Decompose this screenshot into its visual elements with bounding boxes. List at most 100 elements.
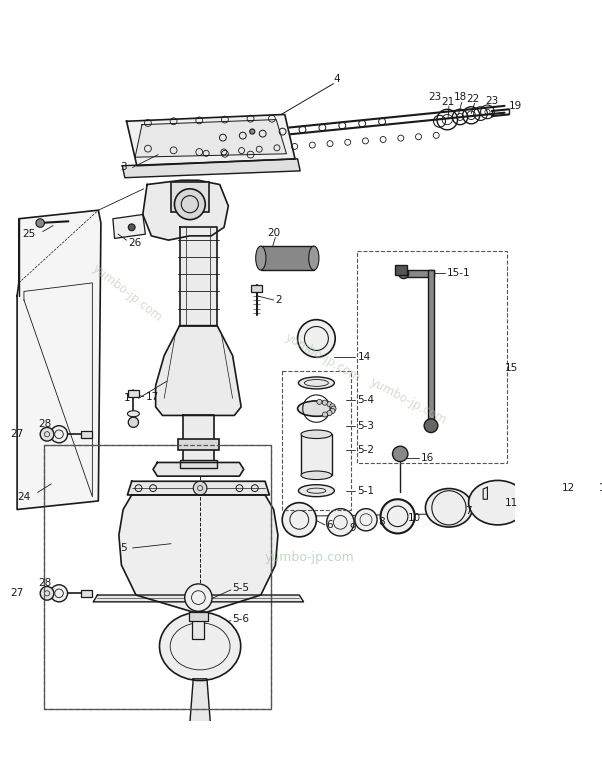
Circle shape (36, 219, 45, 228)
Bar (402, 270, 435, 277)
Circle shape (297, 319, 335, 357)
Text: 19: 19 (509, 101, 522, 111)
Text: 1: 1 (124, 393, 131, 403)
Polygon shape (483, 487, 488, 500)
Circle shape (51, 585, 67, 602)
Text: 28: 28 (38, 578, 51, 588)
Polygon shape (93, 595, 303, 602)
Text: 9: 9 (349, 524, 356, 533)
Bar (171, 182, 209, 212)
Ellipse shape (128, 411, 140, 416)
Circle shape (323, 400, 327, 406)
Polygon shape (113, 214, 145, 239)
Circle shape (193, 481, 207, 495)
Polygon shape (156, 326, 241, 416)
Text: 2: 2 (275, 295, 282, 305)
Text: 6: 6 (327, 520, 334, 530)
Bar (301, 434, 332, 476)
Text: 12: 12 (562, 483, 575, 493)
Text: 8: 8 (378, 517, 385, 528)
Circle shape (330, 409, 335, 413)
Circle shape (185, 584, 212, 611)
Polygon shape (119, 495, 278, 612)
Text: 5-1: 5-1 (358, 486, 374, 496)
Text: 21: 21 (441, 96, 455, 106)
Polygon shape (17, 211, 101, 510)
Text: 27: 27 (11, 588, 24, 598)
Circle shape (128, 417, 138, 427)
Ellipse shape (426, 489, 473, 527)
Circle shape (560, 512, 569, 521)
Circle shape (282, 503, 317, 537)
Text: 28: 28 (38, 419, 51, 429)
Text: 7: 7 (465, 506, 472, 516)
Circle shape (40, 427, 54, 441)
Text: 22: 22 (467, 94, 480, 104)
Ellipse shape (299, 485, 334, 497)
Bar (395, 265, 407, 275)
Text: 13: 13 (598, 483, 602, 493)
Text: 27: 27 (11, 429, 24, 439)
Bar (189, 612, 208, 621)
Bar (282, 371, 350, 510)
Ellipse shape (299, 377, 334, 389)
Polygon shape (179, 228, 217, 326)
Text: 20: 20 (267, 228, 280, 239)
Text: 5-3: 5-3 (358, 420, 374, 430)
Text: 23: 23 (486, 96, 499, 106)
Circle shape (327, 509, 354, 536)
Circle shape (331, 406, 336, 411)
Ellipse shape (301, 430, 332, 438)
Ellipse shape (301, 471, 332, 479)
Circle shape (330, 404, 335, 409)
Bar (45, 445, 271, 709)
Circle shape (327, 410, 332, 416)
Bar (81, 590, 92, 597)
Text: 11: 11 (504, 497, 518, 507)
Circle shape (323, 412, 327, 417)
Circle shape (424, 419, 438, 433)
Polygon shape (122, 159, 300, 178)
Ellipse shape (160, 612, 241, 681)
Circle shape (380, 500, 415, 534)
Text: 3: 3 (120, 162, 126, 172)
Ellipse shape (468, 480, 527, 525)
Bar (252, 285, 262, 292)
Text: 17: 17 (145, 392, 158, 402)
Circle shape (40, 587, 54, 600)
Circle shape (393, 446, 408, 462)
Bar (179, 460, 217, 469)
Bar (193, 612, 204, 639)
Circle shape (399, 268, 409, 279)
Circle shape (327, 402, 332, 407)
Bar (128, 390, 138, 396)
Bar (427, 270, 435, 424)
Circle shape (557, 497, 568, 508)
Circle shape (317, 399, 322, 404)
Polygon shape (190, 679, 210, 758)
Bar (45, 445, 271, 709)
Text: 5-4: 5-4 (358, 395, 374, 405)
Polygon shape (183, 416, 214, 462)
Ellipse shape (309, 246, 319, 270)
Text: yumbo-jp.com: yumbo-jp.com (265, 551, 355, 564)
Polygon shape (153, 462, 244, 476)
Circle shape (51, 426, 67, 443)
Text: 26: 26 (128, 238, 141, 248)
Polygon shape (551, 484, 575, 525)
Text: yumbo-jp.com: yumbo-jp.com (282, 330, 362, 385)
Polygon shape (135, 120, 287, 157)
Text: 5-5: 5-5 (232, 584, 250, 593)
Text: 18: 18 (453, 92, 467, 103)
Ellipse shape (256, 246, 266, 270)
Bar (261, 246, 314, 270)
Circle shape (355, 509, 377, 531)
Text: 15-1: 15-1 (447, 269, 470, 278)
Bar (81, 430, 92, 437)
Text: 5-2: 5-2 (358, 444, 374, 455)
Polygon shape (128, 481, 269, 495)
Circle shape (600, 494, 602, 508)
Circle shape (175, 189, 205, 220)
Circle shape (250, 129, 255, 134)
Text: 25: 25 (23, 229, 36, 239)
